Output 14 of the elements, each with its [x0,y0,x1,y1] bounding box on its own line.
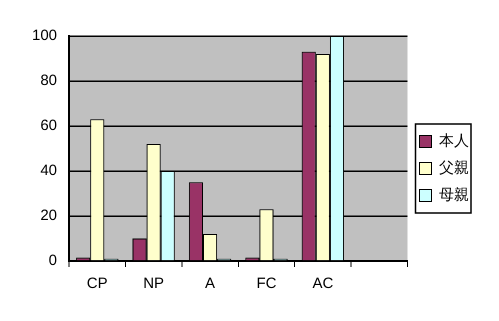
y-tick-label: 80 [40,72,58,90]
legend-label: 母親 [439,186,469,204]
y-tick-label: 100 [32,27,58,44]
legend-label: 父親 [439,160,469,177]
y-tick-label: 60 [40,117,58,134]
y-tick-label: 20 [40,207,58,224]
x-tick-label: NP [143,275,164,292]
legend-label: 本人 [439,132,469,150]
x-tick-label: A [205,275,216,292]
y-tick-label: 0 [48,252,58,270]
y-tick-label: 40 [40,162,58,180]
x-tick-label: AC [312,275,334,292]
x-tick-label: CP [86,275,108,292]
x-tick-label: FC [256,275,277,292]
